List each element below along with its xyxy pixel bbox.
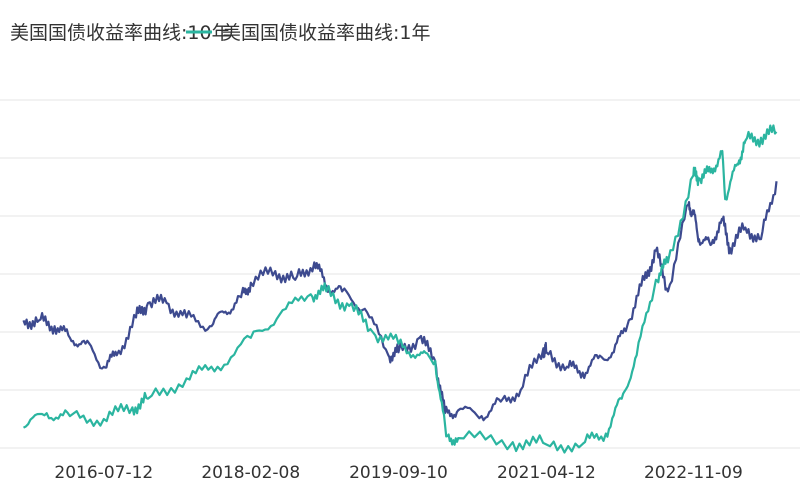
series-line-1y — [22, 124, 778, 454]
grid-lines — [0, 99, 800, 449]
x-tick-label: 2021-04-12 — [497, 463, 596, 483]
legend-label-10y: 美国国债收益率曲线:10年 — [10, 22, 231, 44]
series-line-10y — [22, 181, 778, 422]
series-layer — [22, 124, 778, 454]
x-tick-label: 2019-09-10 — [349, 463, 448, 483]
x-axis-ticks: 2016-07-12 2018-02-08 2019-09-10 2021-04-12… — [54, 463, 742, 483]
x-tick-label: 2016-07-12 — [54, 463, 153, 483]
x-tick-label: 2018-02-08 — [201, 463, 300, 483]
x-tick-label: 2022-11-09 — [644, 463, 743, 483]
legend-label-1y: 美国国债收益率曲线:1年 — [222, 22, 431, 44]
legend: 美国国债收益率曲线:10年 美国国债收益率曲线:1年 — [10, 22, 431, 44]
